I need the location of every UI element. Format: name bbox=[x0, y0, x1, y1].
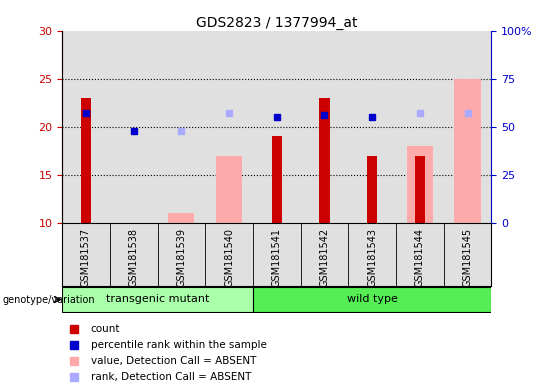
Text: GSM181537: GSM181537 bbox=[81, 228, 91, 287]
Text: GSM181541: GSM181541 bbox=[272, 228, 282, 287]
Bar bbox=[319, 98, 330, 223]
Text: transgenic mutant: transgenic mutant bbox=[106, 294, 209, 304]
Text: GSM181542: GSM181542 bbox=[320, 228, 329, 287]
Text: count: count bbox=[91, 324, 120, 334]
Bar bbox=[272, 136, 282, 223]
Text: genotype/variation: genotype/variation bbox=[3, 295, 96, 305]
Text: rank, Detection Call = ABSENT: rank, Detection Call = ABSENT bbox=[91, 372, 251, 382]
FancyBboxPatch shape bbox=[62, 287, 253, 312]
Text: GSM181543: GSM181543 bbox=[367, 228, 377, 287]
Bar bbox=[367, 156, 377, 223]
Text: percentile rank within the sample: percentile rank within the sample bbox=[91, 340, 266, 350]
Title: GDS2823 / 1377994_at: GDS2823 / 1377994_at bbox=[196, 16, 357, 30]
Text: GSM181544: GSM181544 bbox=[415, 228, 425, 287]
Text: value, Detection Call = ABSENT: value, Detection Call = ABSENT bbox=[91, 356, 256, 366]
Text: GSM181539: GSM181539 bbox=[177, 228, 186, 287]
Text: GSM181538: GSM181538 bbox=[129, 228, 139, 287]
Text: GSM181540: GSM181540 bbox=[224, 228, 234, 287]
Text: wild type: wild type bbox=[347, 294, 397, 304]
Bar bbox=[216, 156, 242, 223]
Bar bbox=[415, 156, 425, 223]
Bar bbox=[80, 98, 91, 223]
Bar bbox=[455, 79, 481, 223]
Bar bbox=[168, 213, 194, 223]
FancyBboxPatch shape bbox=[253, 287, 491, 312]
Text: GSM181545: GSM181545 bbox=[463, 228, 472, 287]
Bar bbox=[407, 146, 433, 223]
